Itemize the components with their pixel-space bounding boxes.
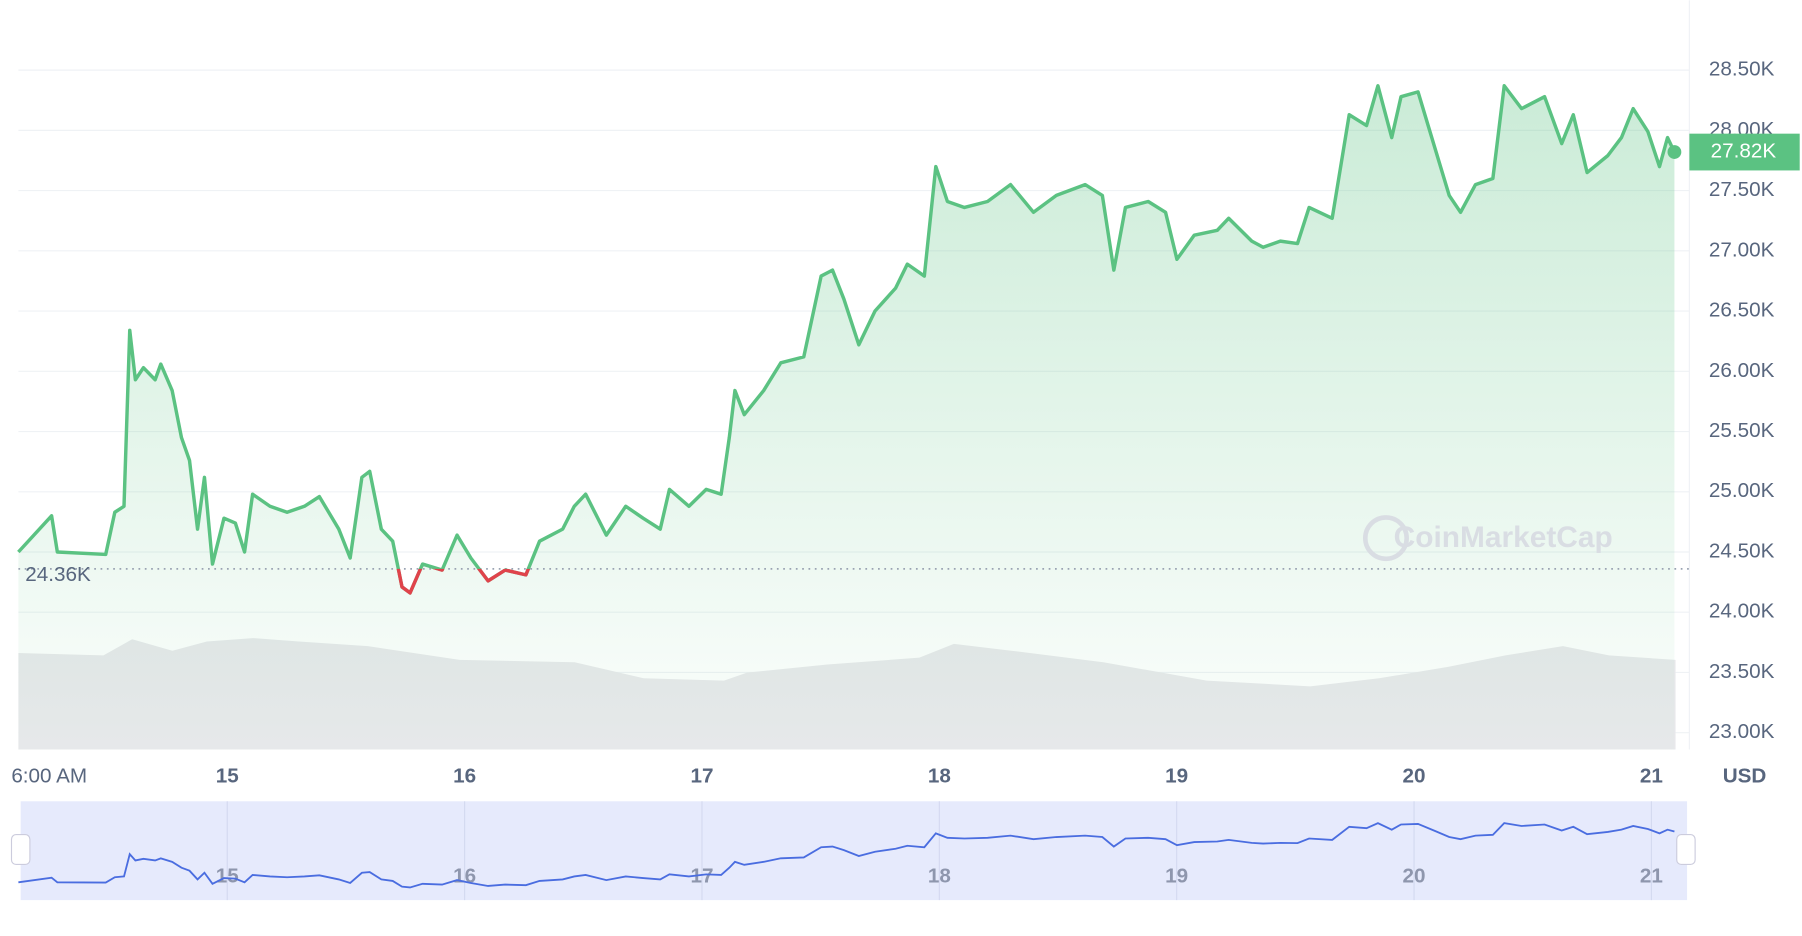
y-tick-label: 23.50K bbox=[1709, 660, 1775, 683]
navigator-line bbox=[18, 822, 1675, 889]
x-tick-label: 19 bbox=[1165, 765, 1188, 788]
navigator-tick-label: 21 bbox=[1640, 865, 1663, 888]
x-tick-label: 15 bbox=[216, 765, 239, 788]
price-line bbox=[17, 84, 1676, 595]
y-tick-label: 28.50K bbox=[1709, 58, 1775, 81]
watermark-logo bbox=[1362, 515, 1409, 562]
y-unit: USD bbox=[1723, 765, 1767, 788]
navigator-tick-label: 18 bbox=[928, 865, 951, 888]
current-badge bbox=[1689, 133, 1800, 171]
navigator-tick-label: 15 bbox=[216, 865, 239, 888]
watermark: CoinMarketCap bbox=[1394, 521, 1613, 554]
navigator-tick-label: 20 bbox=[1403, 865, 1426, 888]
navigator-tick-label: 19 bbox=[1165, 865, 1188, 888]
y-tick-label: 27.00K bbox=[1709, 238, 1775, 261]
current-label: 27.82K bbox=[1711, 140, 1777, 163]
x-tick-label: 6:00 AM bbox=[11, 765, 87, 788]
navigator-handle-right[interactable] bbox=[1676, 834, 1696, 866]
y-tick-label: 24.50K bbox=[1709, 539, 1775, 562]
y-tick-label: 26.00K bbox=[1709, 359, 1775, 382]
x-tick-label: 21 bbox=[1640, 765, 1663, 788]
x-tick-label: 18 bbox=[928, 765, 951, 788]
navigator-handle-left[interactable] bbox=[10, 834, 31, 866]
x-tick-label: 17 bbox=[690, 765, 713, 788]
x-tick-label: 16 bbox=[453, 765, 476, 788]
y-tick-label: 26.50K bbox=[1709, 299, 1775, 322]
y-tick-label: 24.00K bbox=[1709, 600, 1775, 623]
y-tick-label: 25.00K bbox=[1709, 479, 1775, 502]
navigator-tick-label: 16 bbox=[453, 865, 476, 888]
y-tick-label: 23.00K bbox=[1709, 720, 1775, 743]
y-tick-label: 25.50K bbox=[1709, 419, 1775, 442]
navigator-tick-label: 17 bbox=[690, 865, 713, 888]
current-dot bbox=[1667, 145, 1682, 159]
x-tick-label: 20 bbox=[1403, 765, 1426, 788]
price-area bbox=[18, 85, 1675, 750]
navigator-bg bbox=[20, 801, 1688, 901]
baseline-label: 24.36K bbox=[25, 563, 91, 586]
y-tick-label: 27.50K bbox=[1709, 178, 1775, 201]
